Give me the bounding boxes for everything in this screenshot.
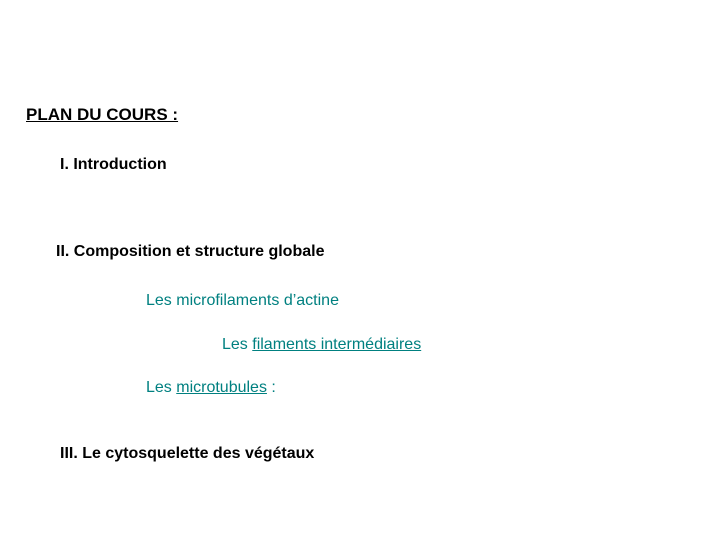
subitem-filaments-intermediaires: Les filaments intermédiaires: [222, 336, 421, 354]
subitem-underlined-text: microtubules: [176, 379, 267, 396]
subitem-underlined-text: filaments intermédiaires: [252, 336, 421, 353]
subitem-microtubules: Les microtubules :: [146, 379, 276, 397]
subitem-prefix: Les: [222, 336, 252, 353]
course-plan-heading: PLAN DU COURS :: [26, 105, 178, 125]
section-2-composition: II. Composition et structure globale: [56, 243, 324, 261]
subitem-microfilaments-actine: Les microfilaments d’actine: [146, 292, 339, 310]
subitem-prefix: Les: [146, 379, 176, 396]
section-3-cytosquelette-vegetaux: III. Le cytosquelette des végétaux: [60, 445, 314, 463]
section-1-introduction: I. Introduction: [60, 156, 167, 174]
subitem-suffix: :: [267, 379, 276, 396]
